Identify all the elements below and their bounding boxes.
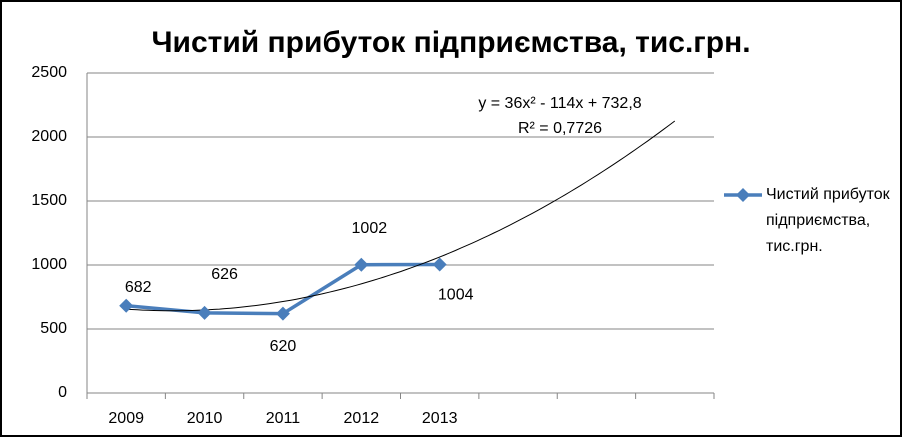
data-marker <box>432 257 447 272</box>
data-label: 1004 <box>438 287 474 304</box>
trend-equation: y = 36x² - 114x + 732,8 <box>478 95 641 112</box>
y-tick-label: 2500 <box>31 64 67 81</box>
data-marker <box>354 257 369 272</box>
legend-item: Чистий прибуток підприємства, тис.грн. <box>724 182 891 260</box>
trendline <box>126 120 676 312</box>
trend-r2: R² = 0,7726 <box>518 120 602 137</box>
legend-label: Чистий прибуток підприємства, тис.грн. <box>766 186 890 255</box>
legend-key <box>724 188 762 202</box>
x-tick-label: 2012 <box>344 410 380 427</box>
data-label: 620 <box>270 338 297 355</box>
x-tick-label: 2011 <box>266 410 301 427</box>
x-tick-label: 2010 <box>187 410 223 427</box>
y-tick-label: 1500 <box>31 192 67 209</box>
legend-marker <box>736 188 750 202</box>
y-tick-label: 500 <box>40 320 67 337</box>
data-marker <box>197 305 212 320</box>
y-tick-label: 2000 <box>31 128 67 145</box>
y-tick-label: 1000 <box>31 256 67 273</box>
data-marker <box>119 298 134 313</box>
data-label: 682 <box>125 279 152 296</box>
data-marker <box>275 306 290 321</box>
legend: Чистий прибуток підприємства, тис.грн. <box>724 182 891 260</box>
data-label: 1002 <box>352 220 388 237</box>
data-label: 626 <box>211 266 238 283</box>
x-tick-label: 2009 <box>108 410 144 427</box>
y-tick-label: 0 <box>58 384 67 401</box>
chart-title: Чистий прибуток підприємства, тис.грн. <box>151 26 750 59</box>
x-tick-label: 2013 <box>422 410 458 427</box>
